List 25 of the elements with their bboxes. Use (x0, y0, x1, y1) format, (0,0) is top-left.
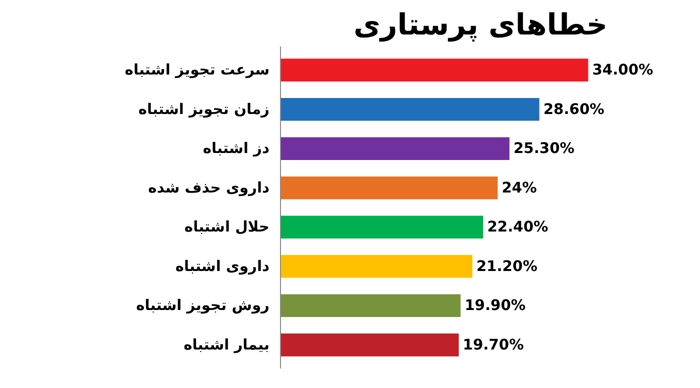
y-tick-label: روش تجویز اشتباه (136, 297, 270, 314)
data-label: 21.20% (476, 258, 538, 275)
y-tick-label: حلال اشتباه (184, 218, 270, 236)
chart-title: خطاهای پرستاری (354, 8, 608, 42)
data-label: 22.40% (487, 218, 549, 236)
bar (280, 334, 459, 356)
y-tick-label: سرعت تجویز اشتباه (124, 62, 270, 79)
bar (280, 255, 472, 278)
y-tick-label: بیمار اشتباه (184, 336, 270, 354)
data-label: 24% (502, 179, 538, 196)
bar (280, 58, 588, 82)
bar (280, 98, 540, 121)
bar (280, 294, 461, 318)
data-label: 19.70% (462, 336, 524, 354)
data-label: 25.30% (513, 140, 575, 158)
y-tick-label: داروی اشتباه (175, 258, 270, 275)
data-label: 34.00% (592, 62, 654, 79)
bar (280, 137, 510, 160)
bar (280, 176, 498, 200)
y-tick-label: زمان تجویز اشتباه (138, 100, 270, 118)
y-tick-label: داروی حذف شده (148, 179, 270, 196)
data-label: 28.60% (543, 100, 605, 118)
bar (280, 216, 484, 239)
data-label: 19.90% (464, 297, 526, 314)
y-tick-label: دز اشتباه (202, 140, 270, 158)
